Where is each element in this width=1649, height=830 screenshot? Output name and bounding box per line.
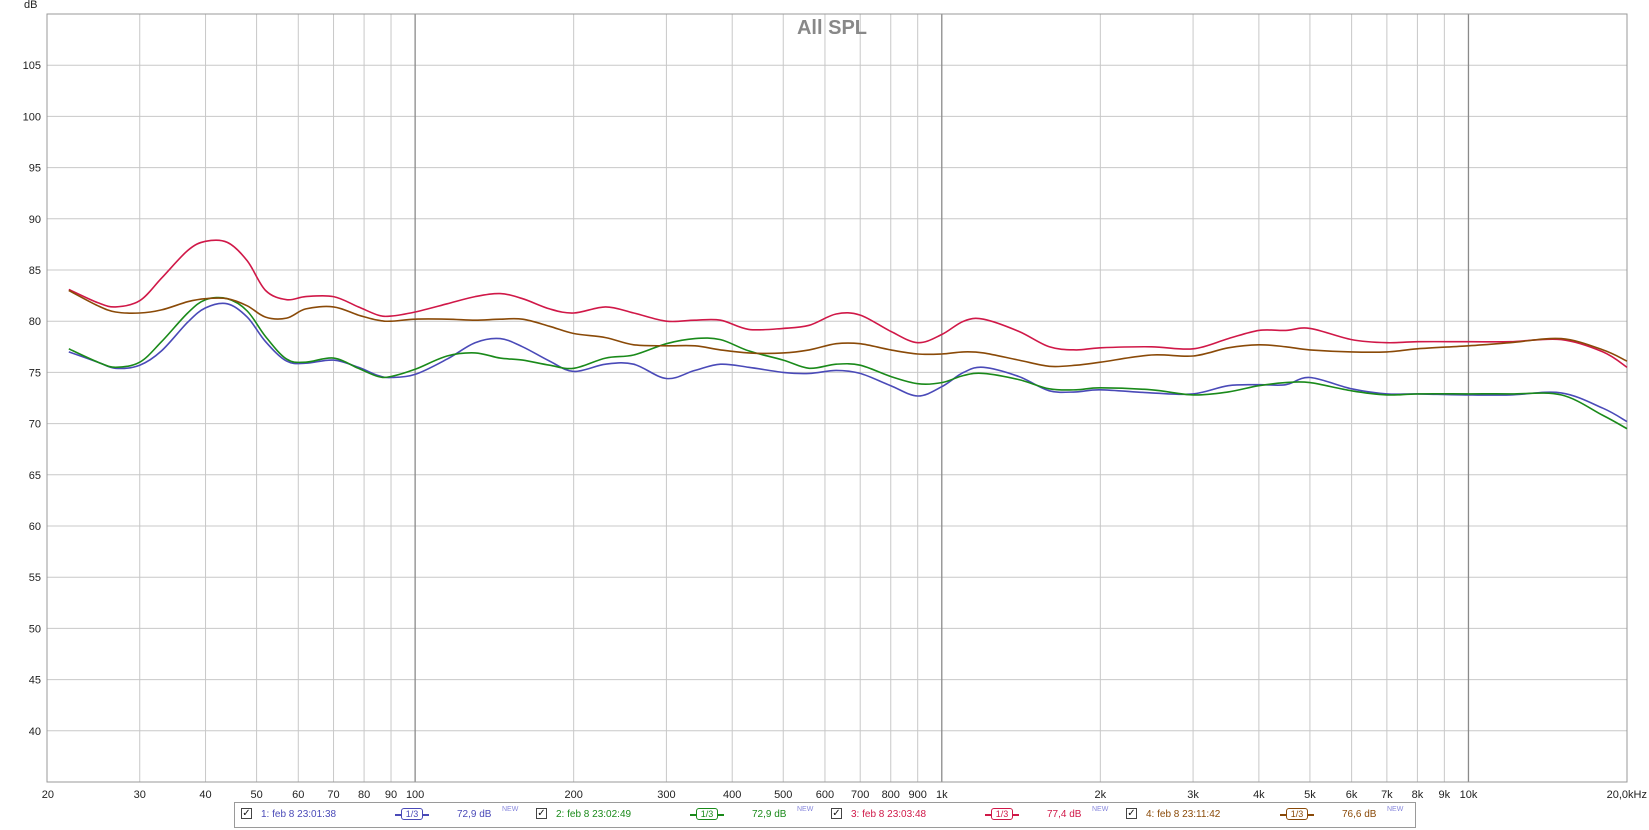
legend-checkbox[interactable]: ✓ [536, 808, 547, 819]
series-line-4 [68, 289, 1628, 368]
x-tick-label: 800 [882, 789, 900, 801]
x-tick-label: 9k [1439, 789, 1451, 801]
smoothing-button[interactable]: 1/3 [985, 807, 1019, 823]
x-tick-label: 500 [774, 789, 792, 801]
smoothing-left-wing [395, 814, 401, 816]
smoothing-left-wing [690, 814, 696, 816]
legend-item-1: ✓ 1: feb 8 23:01:38 1/3 72,9 dB NEW [235, 803, 530, 827]
y-tick-label: 90 [29, 214, 41, 226]
new-badge: NEW [502, 806, 519, 813]
smoothing-button[interactable]: 1/3 [1280, 807, 1314, 823]
legend-label: 4: feb 8 23:11:42 [1146, 809, 1221, 820]
x-tick-label: 6k [1346, 789, 1358, 801]
x-tick-label: 2k [1095, 789, 1107, 801]
legend-checkbox[interactable]: ✓ [1126, 808, 1137, 819]
y-tick-label: 100 [23, 111, 41, 123]
x-tick-label: 30 [134, 789, 146, 801]
y-tick-label: 65 [29, 470, 41, 482]
x-tick-label: 70 [327, 789, 339, 801]
legend-item-4: ✓ 4: feb 8 23:11:42 1/3 76,6 dB NEW [1120, 803, 1415, 827]
y-tick-label: 95 [29, 163, 41, 175]
x-tick-label: 600 [816, 789, 834, 801]
plot-frame [46, 13, 1628, 783]
smoothing-button[interactable]: 1/3 [690, 807, 724, 823]
x-tick-label: 5k [1304, 789, 1316, 801]
x-tick-label: 90 [385, 789, 397, 801]
legend-label: 3: feb 8 23:03:48 [851, 809, 927, 820]
series-line-1 [68, 302, 1628, 423]
legend-label: 1: feb 8 23:01:38 [261, 809, 337, 820]
smoothing-right-wing [1013, 814, 1019, 816]
legend-item-3: ✓ 3: feb 8 23:03:48 1/3 77,4 dB NEW [825, 803, 1120, 827]
x-tick-label: 300 [657, 789, 675, 801]
x-tick-label: 80 [358, 789, 370, 801]
y-tick-label: 55 [29, 572, 41, 584]
smoothing-button[interactable]: 1/3 [395, 807, 429, 823]
smoothing-label: 1/3 [1286, 808, 1308, 820]
y-tick-label: 70 [29, 419, 41, 431]
x-tick-label: 8k [1412, 789, 1424, 801]
smoothing-right-wing [718, 814, 724, 816]
x-tick-label: 1k [936, 789, 948, 801]
chart-title: All SPL [797, 17, 867, 39]
smoothing-label: 1/3 [401, 808, 423, 820]
series-line-3 [68, 239, 1628, 368]
legend-level: 77,4 dB [1047, 809, 1082, 820]
smoothing-label: 1/3 [991, 808, 1013, 820]
y-tick-label: 75 [29, 367, 41, 379]
legend-label: 2: feb 8 23:02:49 [556, 809, 632, 820]
new-badge: NEW [797, 806, 814, 813]
legend: ✓ 1: feb 8 23:01:38 1/3 72,9 dB NEW ✓ 2:… [234, 802, 1416, 828]
y-tick-label: 45 [29, 675, 41, 687]
smoothing-left-wing [1280, 814, 1286, 816]
y-tick-label: 85 [29, 265, 41, 277]
axis-ticks: 40 45 50 55 60 65 70 75 80 85 90 95 100 105 20 30 40 50 60… [23, 60, 1647, 801]
legend-item-2: ✓ 2: feb 8 23:02:49 1/3 72,9 dB NEW [530, 803, 825, 827]
x-tick-label: 100 [406, 789, 424, 801]
smoothing-right-wing [423, 814, 429, 816]
x-tick-label: 4k [1253, 789, 1265, 801]
x-tick-label: 20,0kHz [1607, 789, 1647, 801]
legend-checkbox[interactable]: ✓ [831, 808, 842, 819]
x-tick-label: 40 [199, 789, 211, 801]
x-tick-label: 900 [909, 789, 927, 801]
x-tick-label: 200 [564, 789, 582, 801]
x-tick-label: 20 [42, 789, 54, 801]
x-tick-label: 3k [1187, 789, 1199, 801]
legend-level: 72,9 dB [752, 809, 787, 820]
smoothing-label: 1/3 [696, 808, 718, 820]
legend-level: 72,9 dB [457, 809, 492, 820]
x-tick-label: 400 [723, 789, 741, 801]
y-tick-label: 40 [29, 726, 41, 738]
legend-level: 76,6 dB [1342, 809, 1377, 820]
y-tick-label: 80 [29, 316, 41, 328]
legend-checkbox[interactable]: ✓ [241, 808, 252, 819]
series-line-2 [68, 296, 1628, 430]
x-tick-label: 700 [851, 789, 869, 801]
y-tick-label: 60 [29, 521, 41, 533]
grid-lines [46, 14, 1628, 782]
x-tick-label: 7k [1381, 789, 1393, 801]
x-tick-label: 50 [250, 789, 262, 801]
smoothing-left-wing [985, 814, 991, 816]
new-badge: NEW [1092, 806, 1109, 813]
x-tick-label: 10k [1460, 789, 1478, 801]
y-tick-label: 50 [29, 623, 41, 635]
y-tick-label: 105 [23, 60, 41, 72]
smoothing-right-wing [1308, 814, 1314, 816]
series-lines [68, 239, 1628, 430]
y-axis-label: dB [24, 0, 37, 11]
x-tick-label: 60 [292, 789, 304, 801]
new-badge: NEW [1387, 806, 1404, 813]
